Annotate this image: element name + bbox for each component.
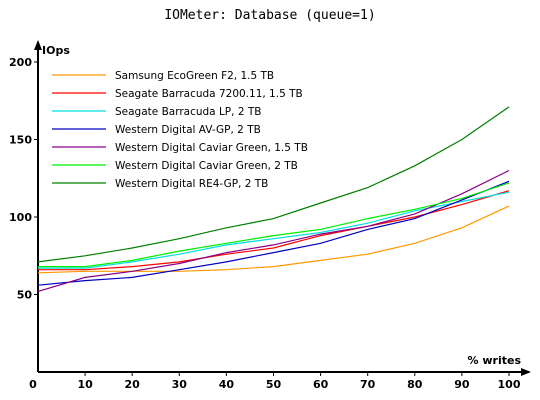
y-tick-label: 50 bbox=[17, 289, 33, 302]
x-tick-label: 40 bbox=[219, 378, 235, 391]
y-axis-label: IOps bbox=[42, 44, 70, 57]
legend-label: Seagate Barracuda 7200.11, 1.5 TB bbox=[115, 88, 303, 100]
y-tick-label: 200 bbox=[9, 56, 32, 69]
y-tick-label: 100 bbox=[9, 211, 32, 224]
x-tick-label: 20 bbox=[125, 378, 141, 391]
series-line bbox=[37, 180, 510, 286]
y-tick-label: 150 bbox=[9, 134, 32, 147]
x-tick-label: 30 bbox=[172, 378, 188, 391]
legend-label: Seagate Barracuda LP, 2 TB bbox=[115, 106, 261, 118]
x-axis-arrow bbox=[521, 368, 531, 376]
x-tick-label: 70 bbox=[360, 378, 376, 391]
y-axis-arrow bbox=[34, 40, 42, 50]
legend-label: Western Digital Caviar Green, 2 TB bbox=[115, 160, 298, 172]
series-line bbox=[37, 205, 510, 274]
x-tick-label: 60 bbox=[313, 378, 329, 391]
legend-label: Samsung EcoGreen F2, 1.5 TB bbox=[115, 70, 274, 82]
series-line bbox=[38, 182, 510, 268]
x-axis-label: % writes bbox=[468, 354, 522, 367]
x-tick-label: 100 bbox=[498, 378, 521, 391]
x-tick-label: 90 bbox=[454, 378, 470, 391]
legend-label: Western Digital Caviar Green, 1.5 TB bbox=[115, 142, 308, 154]
legend-label: Western Digital AV-GP, 2 TB bbox=[115, 124, 261, 136]
chart-title: IOMeter: Database (queue=1) bbox=[164, 8, 376, 23]
x-tick-label: 0 bbox=[29, 378, 37, 391]
legend-label: Western Digital RE4-GP, 2 TB bbox=[115, 178, 268, 190]
series-line bbox=[37, 169, 510, 292]
series-line bbox=[37, 106, 510, 263]
x-tick-label: 80 bbox=[407, 378, 423, 391]
x-tick-label: 10 bbox=[77, 378, 93, 391]
x-tick-label: 50 bbox=[266, 378, 282, 391]
series-line bbox=[38, 190, 510, 271]
